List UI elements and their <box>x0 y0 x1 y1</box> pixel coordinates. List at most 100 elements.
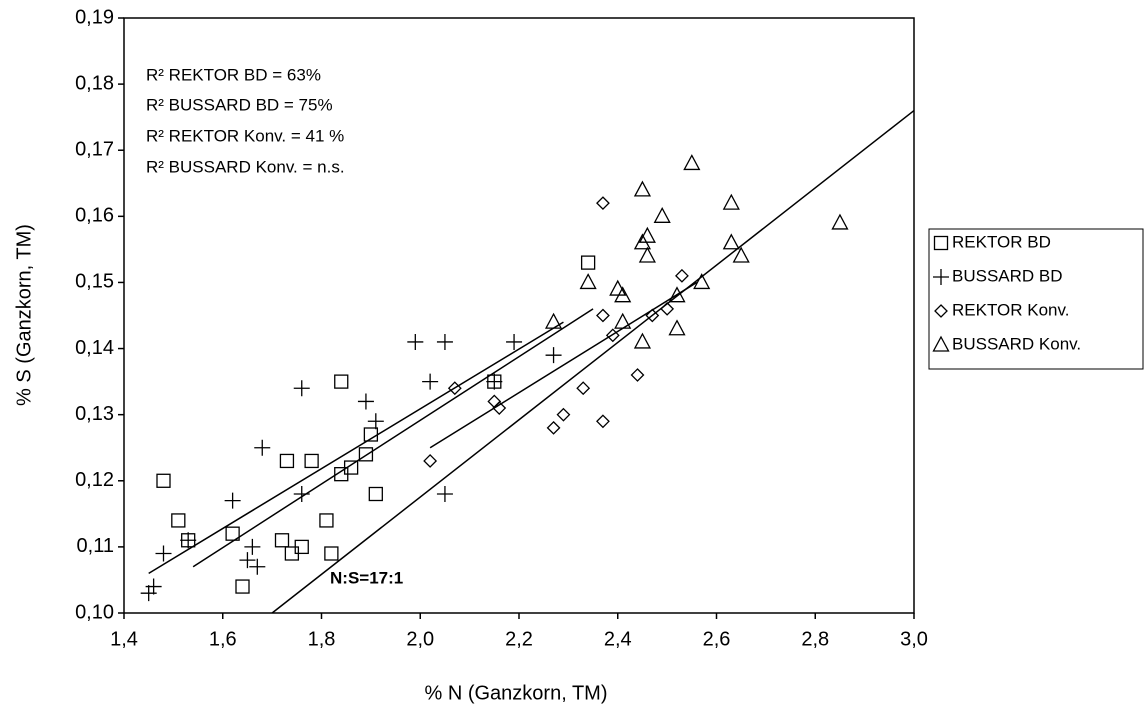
marker <box>249 558 266 575</box>
y-tick-label: 0,11 <box>77 535 114 557</box>
marker <box>304 453 319 469</box>
marker <box>576 381 591 396</box>
marker <box>544 312 563 329</box>
x-tick-label: 3,0 <box>900 628 928 650</box>
marker <box>732 246 750 263</box>
marker <box>831 213 849 230</box>
marker <box>279 453 295 469</box>
y-tick-label: 0,15 <box>75 271 114 293</box>
marker <box>293 486 310 502</box>
marker <box>422 373 439 390</box>
annotation: R² BUSSARD BD = 75% <box>146 95 333 114</box>
marker <box>653 206 671 223</box>
marker <box>319 513 334 528</box>
marker <box>293 380 310 397</box>
marker <box>633 332 652 349</box>
marker <box>436 333 453 350</box>
marker <box>225 526 240 541</box>
y-axis-title: % S (Ganzkorn, TM) <box>13 224 35 406</box>
x-tick-label: 2,8 <box>801 628 829 650</box>
marker <box>580 255 596 270</box>
marker <box>357 393 374 410</box>
marker <box>614 286 632 303</box>
marker <box>334 374 349 389</box>
marker <box>171 513 186 528</box>
trendline <box>429 281 698 449</box>
marker <box>447 381 462 396</box>
marker <box>145 578 162 595</box>
legend-box <box>928 228 1144 370</box>
marker <box>722 193 740 210</box>
marker <box>363 427 379 442</box>
marker <box>224 492 241 509</box>
marker <box>556 407 571 422</box>
y-tick-label: 0,19 <box>75 6 114 28</box>
x-tick-label: 2,0 <box>406 628 434 650</box>
trendline <box>271 109 915 614</box>
marker <box>638 226 656 243</box>
x-tick-label: 1,4 <box>110 628 138 650</box>
marker <box>506 333 523 350</box>
x-tick-label: 2,2 <box>505 628 533 650</box>
marker <box>436 486 453 502</box>
marker <box>140 585 157 602</box>
trendline <box>148 321 564 574</box>
marker <box>638 246 656 263</box>
marker <box>668 286 686 303</box>
legend-label: REKTOR Konv. <box>952 300 1069 319</box>
x-tick-label: 2,6 <box>703 628 731 650</box>
y-tick-label: 0,12 <box>75 469 114 491</box>
marker <box>934 304 948 318</box>
marker <box>274 533 290 548</box>
marker <box>367 413 384 430</box>
marker <box>324 546 339 561</box>
marker <box>368 486 383 502</box>
marker <box>605 328 620 343</box>
marker <box>156 473 171 488</box>
y-tick-label: 0,10 <box>75 601 114 623</box>
marker <box>596 196 610 211</box>
legend-label: BUSSARD BD <box>952 266 1063 285</box>
marker <box>579 273 597 290</box>
y-tick-label: 0,13 <box>75 403 114 425</box>
marker <box>614 312 632 329</box>
marker <box>546 420 561 435</box>
annotation: R² BUSSARD Konv. = n.s. <box>146 157 345 176</box>
marker <box>294 539 309 555</box>
marker <box>334 467 349 482</box>
marker <box>239 552 256 569</box>
annotation: R² REKTOR BD = 63% <box>146 65 321 84</box>
marker <box>633 180 652 197</box>
marker <box>486 373 503 390</box>
legend-label: REKTOR BD <box>952 232 1051 251</box>
marker <box>932 335 950 352</box>
x-tick-label: 1,6 <box>209 628 237 650</box>
marker <box>693 273 711 290</box>
marker <box>244 538 261 555</box>
marker <box>933 269 949 285</box>
marker <box>609 279 627 296</box>
x-tick-label: 2,4 <box>604 628 632 650</box>
marker <box>722 233 740 250</box>
marker <box>358 447 374 462</box>
marker <box>407 333 424 350</box>
marker <box>596 308 610 323</box>
marker <box>545 347 562 364</box>
annotation: R² REKTOR Konv. = 41 % <box>146 126 344 145</box>
y-tick-label: 0,16 <box>75 205 114 227</box>
marker <box>596 414 610 429</box>
marker <box>155 545 172 562</box>
marker <box>492 401 507 415</box>
marker <box>254 439 271 456</box>
trendline <box>192 308 594 568</box>
x-tick-label: 1,8 <box>308 628 336 650</box>
marker <box>630 368 645 382</box>
x-axis-title: % N (Ganzkorn, TM) <box>425 682 608 704</box>
marker <box>660 301 675 316</box>
y-tick-label: 0,18 <box>75 72 114 94</box>
marker <box>668 319 686 336</box>
y-tick-label: 0,14 <box>75 337 114 359</box>
marker <box>180 532 197 549</box>
marker <box>235 579 250 594</box>
